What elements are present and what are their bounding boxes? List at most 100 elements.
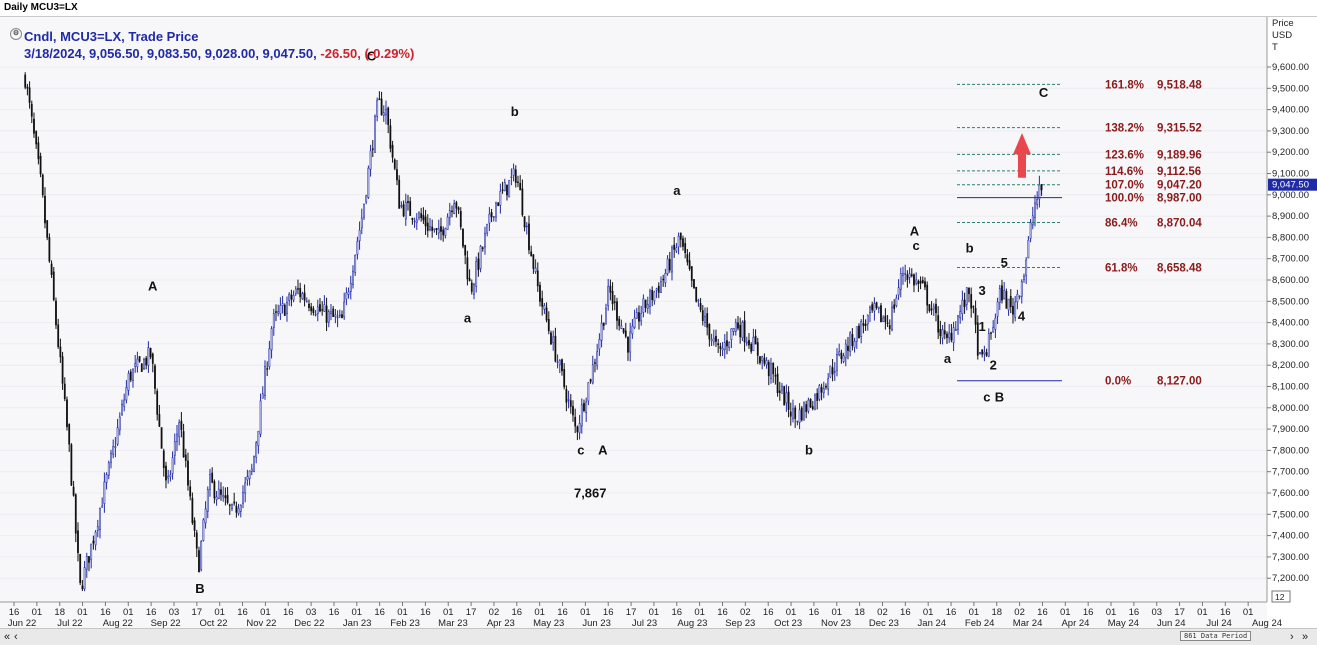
candle-body bbox=[433, 228, 436, 231]
candle-body bbox=[726, 340, 728, 347]
candle-body bbox=[536, 270, 539, 287]
candle-body bbox=[173, 441, 176, 456]
y-tick-label: 8,600.00 bbox=[1272, 275, 1309, 286]
candle-body bbox=[763, 357, 766, 364]
candle-body bbox=[426, 222, 429, 231]
next-page-button[interactable]: › bbox=[1290, 631, 1294, 643]
wave-label: b bbox=[511, 104, 519, 119]
candle-body bbox=[525, 225, 528, 228]
x-day-label: 16 bbox=[557, 607, 568, 618]
candle-body bbox=[741, 321, 744, 338]
candle-body bbox=[673, 244, 676, 250]
candle-body bbox=[204, 508, 207, 524]
x-month-label: Jun 22 bbox=[8, 618, 37, 628]
candle-body bbox=[101, 505, 104, 508]
candle-body bbox=[677, 235, 680, 248]
first-page-button[interactable]: « bbox=[4, 631, 11, 643]
settings-icon[interactable]: ⚙ bbox=[10, 28, 22, 40]
candle-body bbox=[576, 426, 579, 433]
candle-body bbox=[407, 201, 409, 203]
candle-body bbox=[1001, 285, 1003, 301]
candle-body bbox=[937, 315, 940, 333]
candle-body bbox=[666, 258, 669, 275]
candle-body bbox=[910, 274, 913, 277]
candle-body bbox=[778, 390, 781, 393]
candle-body bbox=[745, 341, 748, 344]
wave-label: 2 bbox=[990, 357, 997, 372]
candle-body bbox=[217, 488, 220, 499]
candle-body bbox=[107, 462, 110, 476]
candle-body bbox=[332, 308, 335, 317]
candle-body bbox=[721, 347, 724, 351]
candle-body bbox=[70, 444, 73, 486]
x-day-label: 02 bbox=[740, 607, 751, 618]
wave-label: c bbox=[983, 389, 990, 404]
candle-body bbox=[550, 332, 552, 345]
candle-body bbox=[539, 284, 541, 302]
candle-body bbox=[72, 486, 75, 496]
candle-body bbox=[943, 330, 946, 335]
candle-body bbox=[563, 369, 566, 388]
candle-body bbox=[924, 281, 926, 288]
candle-body bbox=[455, 202, 458, 209]
x-month-label: Sep 23 bbox=[725, 618, 755, 628]
candle-body bbox=[957, 315, 959, 330]
candle-body bbox=[803, 402, 805, 421]
prev-page-button[interactable]: ‹ bbox=[14, 631, 18, 643]
candle-body bbox=[96, 526, 99, 531]
window-title-bar: Daily MCU3=LX bbox=[0, 0, 1317, 17]
price-axis-panel bbox=[1267, 17, 1317, 628]
candle-body bbox=[618, 318, 621, 326]
x-day-label: 16 bbox=[1083, 607, 1094, 618]
y-tick-label: 8,900.00 bbox=[1272, 211, 1309, 222]
candle-body bbox=[697, 299, 700, 302]
candle-body bbox=[462, 228, 464, 247]
x-day-label: 17 bbox=[626, 607, 637, 618]
fib-percent-label: 107.0% bbox=[1105, 180, 1144, 192]
candle-body bbox=[178, 422, 181, 438]
wave-label: A bbox=[148, 279, 158, 294]
candle-body bbox=[706, 313, 709, 328]
candle-body bbox=[622, 328, 625, 333]
candle-body bbox=[448, 210, 451, 218]
y-tick-label: 8,800.00 bbox=[1272, 232, 1309, 243]
candle-body bbox=[565, 389, 568, 403]
candle-body bbox=[479, 246, 482, 269]
candle-body bbox=[545, 307, 548, 321]
fib-value-label: 8,870.04 bbox=[1157, 217, 1202, 229]
candle-body bbox=[451, 210, 453, 213]
candle-body bbox=[492, 216, 495, 218]
last-page-button[interactable]: » bbox=[1302, 631, 1309, 643]
candle-body bbox=[717, 343, 720, 346]
candle-body bbox=[336, 316, 339, 319]
candle-body bbox=[255, 442, 258, 458]
x-day-label: 16 bbox=[1220, 607, 1231, 618]
candle-body bbox=[156, 390, 159, 415]
candle-body bbox=[222, 494, 225, 498]
fib-percent-label: 123.6% bbox=[1105, 149, 1144, 161]
candle-body bbox=[992, 326, 995, 333]
x-day-label: 01 bbox=[1060, 607, 1071, 618]
candle-body bbox=[831, 367, 834, 375]
x-day-label: 16 bbox=[512, 607, 523, 618]
candle-body bbox=[74, 494, 77, 534]
y-tick-label: 8,100.00 bbox=[1272, 382, 1309, 393]
x-day-label: 01 bbox=[694, 607, 705, 618]
y-tick-label: 7,600.00 bbox=[1272, 488, 1309, 499]
x-month-label: Mar 23 bbox=[438, 618, 468, 628]
candle-body bbox=[26, 86, 29, 89]
x-month-label: Nov 22 bbox=[246, 618, 276, 628]
candle-body bbox=[264, 366, 266, 397]
x-day-label: 17 bbox=[192, 607, 203, 618]
candle-body bbox=[785, 392, 788, 404]
x-month-label: Oct 23 bbox=[774, 618, 802, 628]
candle-body bbox=[382, 112, 385, 116]
candle-body bbox=[891, 306, 893, 330]
candle-body bbox=[206, 489, 209, 512]
candle-body bbox=[616, 301, 618, 321]
candle-body bbox=[464, 244, 467, 256]
candle-body bbox=[24, 74, 27, 88]
candle-body bbox=[851, 334, 854, 347]
candle-body bbox=[774, 375, 777, 377]
